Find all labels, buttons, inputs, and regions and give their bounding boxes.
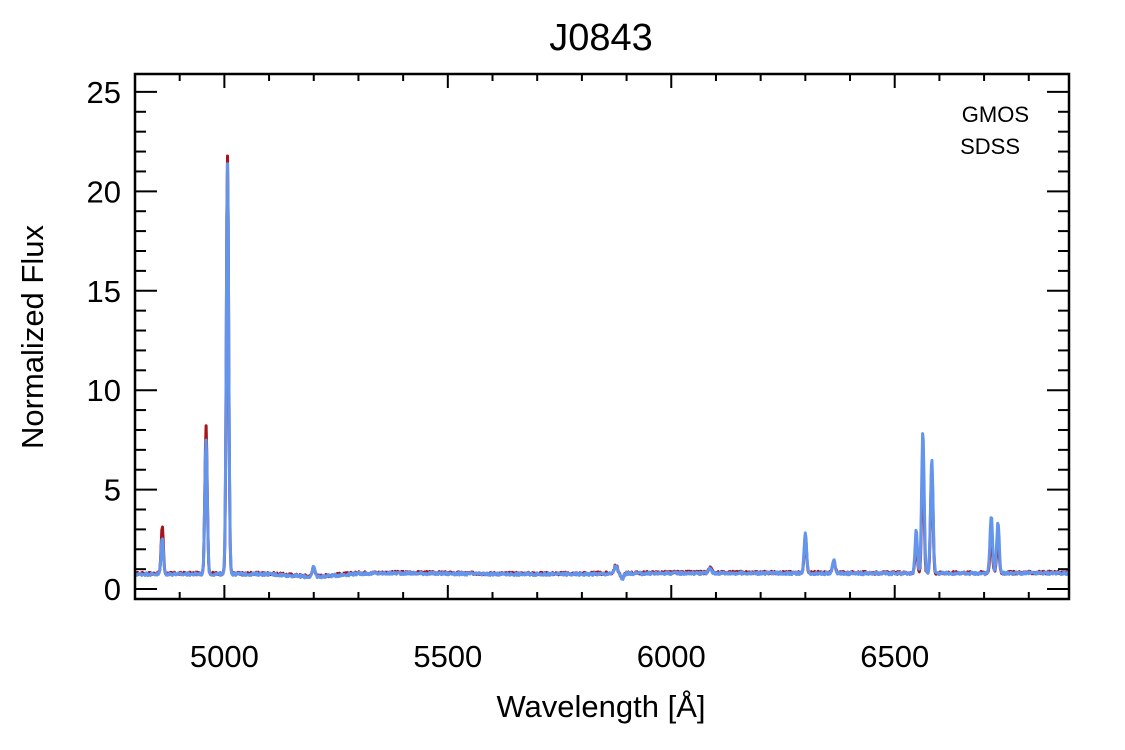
- tick-label-layer: 5000 5500 6000 6500 0 5 10 15 20 25: [87, 75, 930, 674]
- x-tick-label: 6000: [637, 639, 706, 674]
- chart-title: J0843: [549, 17, 653, 59]
- series-line-gmos: [134, 154, 1070, 581]
- y-tick-label: 0: [104, 572, 121, 607]
- x-axis-label: Wavelength [Å]: [496, 689, 705, 724]
- legend-entry-gmos: GMOS: [962, 102, 1029, 127]
- y-tick-label: 25: [87, 75, 121, 110]
- y-tick-label: 5: [104, 473, 121, 508]
- legend-entry-sdss: SDSS: [960, 134, 1020, 159]
- plot-frame: [133, 72, 1071, 601]
- y-axis-label: Normalized Flux: [15, 225, 50, 449]
- series-line-sdss: [133, 162, 1070, 581]
- x-tick-label: 5500: [413, 639, 482, 674]
- y-tick-label: 10: [87, 373, 121, 408]
- tick-layer: [134, 74, 1069, 599]
- y-tick-label: 15: [87, 274, 121, 309]
- x-tick-label: 5000: [190, 639, 259, 674]
- series-layer: [133, 154, 1070, 581]
- legend: GMOS SDSS: [960, 102, 1029, 159]
- x-tick-label: 6500: [860, 639, 929, 674]
- y-tick-label: 20: [87, 174, 121, 209]
